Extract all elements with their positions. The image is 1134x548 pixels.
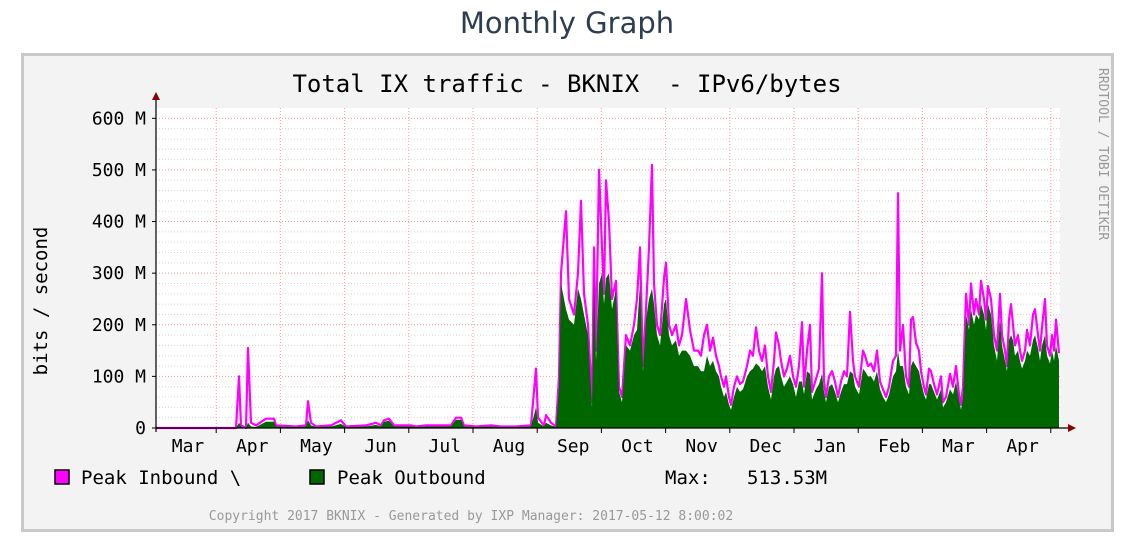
graph-frame: Total IX traffic - BKNIX - IPv6/bytes RR… bbox=[21, 53, 1114, 532]
x-axis-arrow bbox=[1068, 424, 1076, 432]
x-tick-label: Oct bbox=[621, 436, 654, 457]
x-tick-label: Apr bbox=[236, 436, 269, 457]
x-tick-label: Nov bbox=[685, 436, 718, 457]
traffic-chart: Total IX traffic - BKNIX - IPv6/bytes RR… bbox=[30, 68, 1110, 524]
x-tick-label: Apr bbox=[1006, 436, 1039, 457]
y-tick-label: 100 M bbox=[92, 366, 146, 387]
series-peak-inbound-line bbox=[156, 163, 1061, 430]
y-axis-label: bits / second bbox=[30, 227, 52, 376]
legend: Peak Inbound \ Peak Outbound Max: 513.53… bbox=[54, 467, 827, 489]
y-tick-label: 0 bbox=[135, 418, 146, 439]
x-tick-label: Jan bbox=[814, 436, 847, 457]
y-tick-label: 300 M bbox=[92, 263, 146, 284]
series-peak-outbound-area bbox=[156, 273, 1059, 428]
y-tick-label: 200 M bbox=[92, 315, 146, 336]
x-tick-label: Mar bbox=[942, 436, 975, 457]
x-tick-label: Mar bbox=[172, 436, 205, 457]
legend-swatch-outbound bbox=[309, 469, 325, 485]
x-tick-label: Dec bbox=[750, 436, 783, 457]
x-tick-label: Jul bbox=[429, 436, 462, 457]
y-tick-label: 500 M bbox=[92, 160, 146, 181]
legend-label-outbound: Peak Outbound bbox=[337, 467, 486, 489]
footer-copyright: Copyright 2017 BKNIX - Generated by IXP … bbox=[209, 509, 733, 524]
max-value: 513.53M bbox=[747, 467, 827, 489]
x-tick-label: Aug bbox=[493, 436, 526, 457]
x-tick-label: Jun bbox=[364, 436, 397, 457]
max-label: Max: bbox=[665, 467, 711, 489]
x-tick-label: Feb bbox=[878, 436, 911, 457]
x-tick-label: May bbox=[300, 436, 333, 457]
y-axis-arrow bbox=[152, 92, 160, 100]
rrdtool-credit: RRDTOOL / TOBI OETIKER bbox=[1095, 68, 1110, 240]
legend-label-inbound: Peak Inbound \ bbox=[81, 467, 241, 489]
legend-swatch-inbound bbox=[54, 469, 70, 485]
y-tick-label: 600 M bbox=[92, 108, 146, 129]
y-tick-label: 400 M bbox=[92, 212, 146, 233]
chart-title: Total IX traffic - BKNIX - IPv6/bytes bbox=[292, 70, 841, 98]
plot-area: 0 100 M 200 M 300 M 400 M 500 M 600 M Mar Apr May… bbox=[92, 92, 1076, 457]
x-tick-label: Sep bbox=[557, 436, 590, 457]
page-heading: Monthly Graph bbox=[459, 6, 675, 40]
